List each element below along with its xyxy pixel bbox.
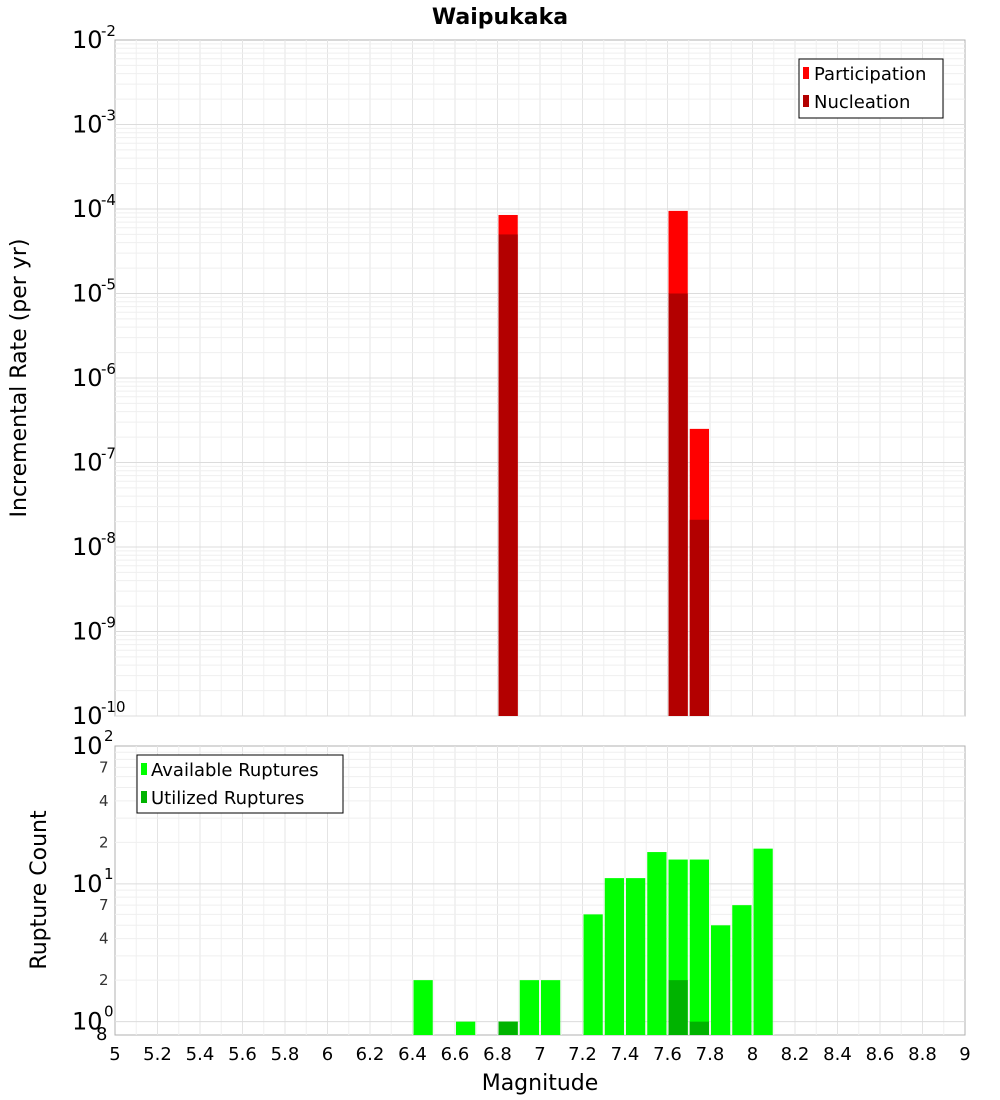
- x-tick-label: 7.4: [611, 1044, 640, 1065]
- top-y-axis-label: Incremental Rate (per yr): [7, 239, 32, 518]
- available-ruptures-bar: [456, 1021, 476, 1035]
- top-y-tick-label: 10: [72, 449, 103, 477]
- x-tick-label: 7: [534, 1044, 545, 1065]
- utilized-ruptures-bar: [689, 1021, 709, 1035]
- utilized-ruptures-legend-label: Utilized Ruptures: [151, 788, 304, 809]
- available-ruptures-bar: [753, 848, 773, 1035]
- available-ruptures-bar: [626, 878, 646, 1035]
- top-y-tick-exponent: -7: [101, 445, 116, 463]
- x-tick-label: 5: [109, 1044, 120, 1065]
- top-y-tick-label: 10: [72, 280, 103, 308]
- x-tick-label: 6: [322, 1044, 333, 1065]
- available-ruptures-bar: [541, 980, 561, 1035]
- bottom-y-tick-label: 10: [72, 1008, 103, 1036]
- available-ruptures-bar: [413, 980, 433, 1035]
- top-y-tick-exponent: -5: [101, 276, 116, 294]
- top-grid: [115, 40, 965, 717]
- x-tick-label: 8.2: [781, 1044, 810, 1065]
- top-y-tick-label: 10: [72, 195, 103, 223]
- utilized-ruptures-legend-swatch: [141, 791, 147, 803]
- x-tick-labels: 5 5.2 5.4 5.6 5.8 6 6.2 6.4 6.6 6.8 7 7.2 7.4 7.6 7.8 8…: [109, 1044, 970, 1065]
- bottom-bars: [413, 848, 773, 1035]
- bottom-y-minor-tick-label: 2: [99, 971, 109, 989]
- bottom-y-tick-exponent: 0: [104, 1003, 114, 1021]
- bottom-legend: Available Ruptures Utilized Ruptures: [136, 754, 344, 814]
- top-y-tick-exponent: -3: [101, 107, 116, 125]
- bottom-y-tick-exponent: 2: [104, 727, 114, 745]
- top-y-tick-label: 10: [72, 26, 103, 54]
- x-tick-label: 8.8: [908, 1044, 937, 1065]
- nucleation-bar: [668, 293, 688, 716]
- bottom-y-axis-label: Rupture Count: [27, 810, 52, 970]
- bottom-y-tick-label: 10: [72, 870, 103, 898]
- top-bars: [498, 210, 709, 717]
- participation-legend-label: Participation: [814, 64, 926, 85]
- bottom-y-minor-tick-label: 2: [99, 833, 109, 851]
- available-ruptures-legend-swatch: [141, 763, 147, 775]
- x-axis-label: Magnitude: [482, 1071, 599, 1096]
- x-tick-label: 6.8: [483, 1044, 512, 1065]
- bottom-y-tick-label: 10: [72, 732, 103, 760]
- available-ruptures-legend-label: Available Ruptures: [151, 760, 319, 781]
- bottom-y-minor-tick-label: 4: [99, 792, 109, 810]
- x-tick-label: 9: [959, 1044, 970, 1065]
- bottom-y-minor-tick-label: 7: [99, 896, 109, 914]
- x-tick-label: 7.6: [653, 1044, 682, 1065]
- top-y-tick-exponent: -8: [101, 529, 116, 547]
- x-tick-label: 5.4: [186, 1044, 215, 1065]
- bottom-grid: [115, 746, 965, 1035]
- utilized-ruptures-bar: [668, 980, 688, 1035]
- x-tick-label: 5.8: [271, 1044, 300, 1065]
- chart-title: Waipukaka: [432, 5, 568, 30]
- available-ruptures-bar: [647, 852, 667, 1035]
- top-y-tick-label: 10: [72, 533, 103, 561]
- available-ruptures-bar: [711, 925, 731, 1035]
- available-ruptures-bar: [519, 980, 539, 1035]
- top-y-tick-exponent: -4: [101, 191, 116, 209]
- bottom-y-tick-exponent: 1: [104, 865, 114, 883]
- top-y-tick-exponent: -10: [101, 698, 126, 716]
- top-y-tick-exponent: -6: [101, 360, 116, 378]
- top-y-tick-exponent: -2: [101, 22, 116, 40]
- available-ruptures-bar: [689, 859, 709, 1035]
- bottom-y-minor-tick-label: 4: [99, 930, 109, 948]
- bottom-legend-box: [136, 754, 344, 814]
- x-tick-label: 8.6: [866, 1044, 895, 1065]
- top-legend-box: [798, 58, 944, 119]
- x-tick-label: 7.2: [568, 1044, 597, 1065]
- top-y-tick-label: 10: [72, 702, 103, 730]
- nucleation-bar: [689, 519, 709, 716]
- utilized-ruptures-bar: [498, 1021, 518, 1035]
- top-y-tick-label: 10: [72, 364, 103, 392]
- nucleation-legend-label: Nucleation: [814, 92, 910, 113]
- bottom-y-minor-tick-label: 8: [96, 1024, 107, 1045]
- x-tick-label: 6.2: [356, 1044, 385, 1065]
- nucleation-bar: [498, 234, 518, 717]
- x-tick-label: 5.6: [228, 1044, 257, 1065]
- x-tick-label: 7.8: [696, 1044, 725, 1065]
- x-tick-label: 8: [747, 1044, 758, 1065]
- top-y-tick-exponent: -9: [101, 614, 116, 632]
- nucleation-legend-swatch: [803, 95, 809, 107]
- bottom-y-minor-tick-label: 7: [99, 758, 109, 776]
- available-ruptures-bar: [732, 905, 752, 1035]
- available-ruptures-bar: [604, 878, 624, 1035]
- top-y-tick-label: 10: [72, 111, 103, 139]
- available-ruptures-bar: [583, 914, 603, 1035]
- x-tick-label: 6.6: [441, 1044, 470, 1065]
- top-legend: Participation Nucleation: [798, 58, 944, 119]
- x-tick-label: 5.2: [143, 1044, 172, 1065]
- x-tick-label: 6.4: [398, 1044, 427, 1065]
- top-y-tick-label: 10: [72, 618, 103, 646]
- participation-legend-swatch: [803, 67, 809, 79]
- x-tick-label: 8.4: [823, 1044, 852, 1065]
